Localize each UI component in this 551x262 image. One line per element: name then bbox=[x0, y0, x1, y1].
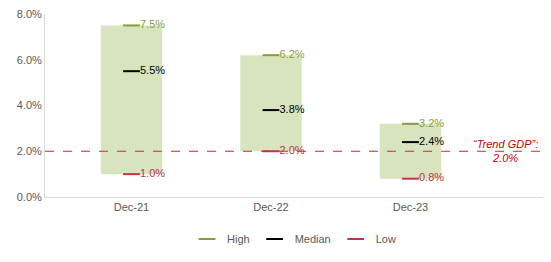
svg-text:6.2%: 6.2% bbox=[279, 48, 304, 60]
svg-text:Dec-21: Dec-21 bbox=[114, 201, 149, 213]
svg-text:4.0%: 4.0% bbox=[17, 99, 42, 111]
svg-text:Dec-22: Dec-22 bbox=[253, 201, 288, 213]
svg-text:2.0%: 2.0% bbox=[279, 144, 304, 156]
svg-text:1.0%: 1.0% bbox=[140, 167, 165, 179]
svg-text:Median: Median bbox=[295, 233, 331, 245]
svg-text:2.4%: 2.4% bbox=[419, 135, 444, 147]
svg-text:2.0%: 2.0% bbox=[17, 145, 42, 157]
svg-text:5.5%: 5.5% bbox=[140, 64, 165, 76]
svg-text:Low: Low bbox=[376, 233, 396, 245]
svg-text:3.2%: 3.2% bbox=[419, 117, 444, 129]
svg-text:8.0%: 8.0% bbox=[17, 8, 42, 20]
svg-text:3.8%: 3.8% bbox=[279, 103, 304, 115]
svg-text:Dec-23: Dec-23 bbox=[393, 201, 428, 213]
svg-text:0.8%: 0.8% bbox=[419, 171, 444, 183]
svg-text:7.5%: 7.5% bbox=[140, 18, 165, 30]
svg-text:0.0%: 0.0% bbox=[17, 191, 42, 203]
svg-text:High: High bbox=[227, 233, 250, 245]
svg-text:“Trend GDP”:2.0%: “Trend GDP”:2.0% bbox=[473, 138, 538, 164]
svg-text:6.0%: 6.0% bbox=[17, 54, 42, 66]
